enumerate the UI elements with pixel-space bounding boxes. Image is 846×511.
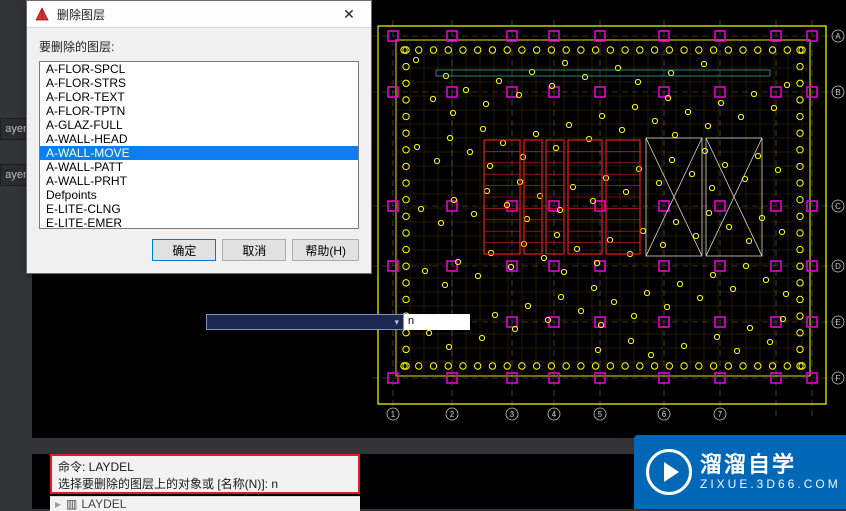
cmd-line-1: 命令: LAYDEL bbox=[58, 458, 352, 475]
layer-item[interactable]: A-FLOR-STRS bbox=[40, 76, 358, 90]
brand-url: ZIXUE.3D66.COM bbox=[700, 478, 841, 491]
layer-item[interactable]: A-WALL-MOVE bbox=[40, 146, 358, 160]
layer-item[interactable]: A-FLOR-SPCL bbox=[40, 62, 358, 76]
svg-text:F: F bbox=[836, 374, 841, 383]
layer-listbox[interactable]: A-FLOR-SPCLA-FLOR-STRSA-FLOR-TEXTA-FLOR-… bbox=[39, 61, 359, 229]
dialog-title: 删除图层 bbox=[57, 6, 327, 23]
layer-item[interactable]: E-LITE-CLNG bbox=[40, 202, 358, 216]
listbox-label: 要删除的图层: bbox=[39, 38, 359, 55]
watermark-logo: 溜溜自学 ZIXUE.3D66.COM bbox=[634, 435, 846, 509]
svg-text:E: E bbox=[835, 318, 840, 327]
svg-text:2: 2 bbox=[450, 410, 455, 419]
ok-button[interactable]: 确定 bbox=[152, 239, 216, 261]
layer-item[interactable]: A-FLOR-TPTN bbox=[40, 104, 358, 118]
layer-item[interactable]: A-FLOR-TEXT bbox=[40, 90, 358, 104]
svg-text:5: 5 bbox=[598, 410, 603, 419]
command-history[interactable]: ×⋮ 命令: LAYDEL 选择要删除的图层上的对象或 [名称(N)]: n bbox=[50, 454, 360, 494]
svg-text:7: 7 bbox=[718, 410, 723, 419]
svg-text:6: 6 bbox=[662, 410, 667, 419]
autocad-icon bbox=[33, 5, 51, 23]
cmd-line-2: 选择要删除的图层上的对象或 [名称(N)]: n bbox=[58, 475, 352, 492]
play-icon bbox=[646, 449, 692, 495]
layer-item[interactable]: A-GLAZ-FULL bbox=[40, 118, 358, 132]
dynamic-input-field[interactable]: n bbox=[404, 314, 470, 330]
dialog-close-button[interactable]: ✕ bbox=[327, 1, 371, 27]
layer-item[interactable]: Defpoints bbox=[40, 188, 358, 202]
svg-text:1: 1 bbox=[391, 410, 396, 419]
layer-item[interactable]: A-WALL-PATT bbox=[40, 160, 358, 174]
layer-item[interactable]: A-WALL-HEAD bbox=[40, 132, 358, 146]
brand-cn: 溜溜自学 bbox=[700, 453, 841, 477]
layer-item[interactable]: A-WALL-PRHT bbox=[40, 174, 358, 188]
cancel-button[interactable]: 取消 bbox=[222, 239, 286, 261]
dynamic-input[interactable]: ▾ n bbox=[206, 314, 470, 330]
help-button[interactable]: 帮助(H) bbox=[292, 239, 359, 261]
svg-text:A: A bbox=[835, 32, 841, 41]
layer-item[interactable]: E-LITE-EMER bbox=[40, 216, 358, 229]
chevron-down-icon: ▾ bbox=[394, 317, 399, 328]
svg-text:B: B bbox=[835, 88, 840, 97]
app-root: 1234567ABCDEF ayer ayer 删除图层 ✕ 要删除的图层: A… bbox=[0, 0, 846, 509]
svg-text:D: D bbox=[835, 262, 841, 271]
dynamic-input-prompt: ▾ bbox=[206, 314, 404, 330]
svg-text:3: 3 bbox=[510, 410, 515, 419]
svg-text:C: C bbox=[835, 202, 841, 211]
dialog-titlebar[interactable]: 删除图层 ✕ bbox=[27, 1, 371, 28]
delete-layer-dialog: 删除图层 ✕ 要删除的图层: A-FLOR-SPCLA-FLOR-STRSA-F… bbox=[26, 0, 372, 274]
svg-text:4: 4 bbox=[552, 410, 557, 419]
